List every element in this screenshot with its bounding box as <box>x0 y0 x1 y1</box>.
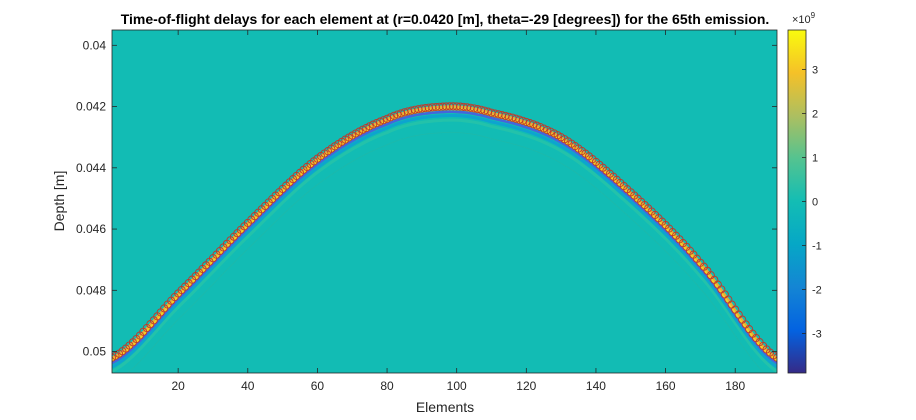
colorbar-tick-label: 3 <box>812 65 818 77</box>
colorbar-tick-label: -2 <box>812 284 822 296</box>
x-tick-label: 180 <box>725 379 745 393</box>
delay-marker <box>539 124 548 133</box>
delay-marker <box>529 120 538 129</box>
colorbar-tick-label: 0 <box>812 197 818 209</box>
x-tick-label: 40 <box>241 379 255 393</box>
x-tick-label: 140 <box>586 379 606 393</box>
x-tick-label: 20 <box>171 379 185 393</box>
wave-band-faint-1 <box>116 124 774 373</box>
colorbar-tick-label: 1 <box>812 153 818 165</box>
x-tick-label: 100 <box>447 379 467 393</box>
heatmap-background <box>112 30 777 373</box>
colorbar-exponent-base: ×10 <box>792 14 811 26</box>
colorbar-exponent-power: 9 <box>811 11 816 20</box>
wave-band-blue <box>112 114 777 369</box>
plot-frame <box>111 29 778 374</box>
x-tick-label: 120 <box>516 379 536 393</box>
colorbar-exponent: ×109 <box>792 11 816 26</box>
colorbar-gradient <box>788 30 806 373</box>
x-axis-label: Elements <box>416 399 474 415</box>
colorbar-tick-label: 2 <box>812 109 818 121</box>
x-tick-label: 160 <box>656 379 676 393</box>
wave-band-faint-2 <box>127 131 765 373</box>
delay-marker <box>772 353 777 362</box>
x-axis-ticks: 20 40 60 80 100 120 140 160 180 <box>171 30 746 393</box>
plot-area: 20 40 60 80 100 120 140 160 180 0.040.0420.0440.… <box>76 29 778 393</box>
delay-marker <box>386 113 395 122</box>
delay-marker <box>522 117 531 126</box>
wave-band-orange <box>112 105 777 359</box>
colorbar-tick-label: -1 <box>812 240 822 252</box>
y-tick-label: 0.042 <box>76 100 106 114</box>
y-axis-ticks: 0.04 0.042 0.044 0.046 0.048 0.05 <box>76 38 777 359</box>
y-tick-label: 0.048 <box>76 283 106 297</box>
y-axis-label: Depth [m] <box>51 171 67 232</box>
wave-band-outer <box>112 118 777 373</box>
chart-title: Time-of-flight delays for each element a… <box>121 11 770 27</box>
delay-marker <box>379 116 388 125</box>
colorbar: 3 2 1 0 -1 -2 -3 ×109 <box>787 11 822 374</box>
delay-marker <box>372 119 381 128</box>
x-tick-label: 60 <box>311 379 325 393</box>
colorbar-tick-label: -3 <box>812 328 822 340</box>
delay-marker <box>525 119 534 128</box>
delay-marker <box>518 116 527 125</box>
delay-marker <box>376 117 385 126</box>
delay-marker <box>536 122 545 132</box>
delay-curve <box>112 102 777 362</box>
y-tick-label: 0.04 <box>83 38 107 52</box>
y-tick-label: 0.05 <box>83 345 107 359</box>
y-tick-label: 0.044 <box>76 161 106 175</box>
wave-band-yellow <box>112 107 777 362</box>
delay-marker <box>389 111 399 120</box>
x-tick-label: 80 <box>380 379 394 393</box>
y-tick-label: 0.046 <box>76 222 106 236</box>
delay-marker <box>369 120 378 129</box>
colorbar-ticks: 3 2 1 0 -1 -2 -3 <box>802 65 822 340</box>
